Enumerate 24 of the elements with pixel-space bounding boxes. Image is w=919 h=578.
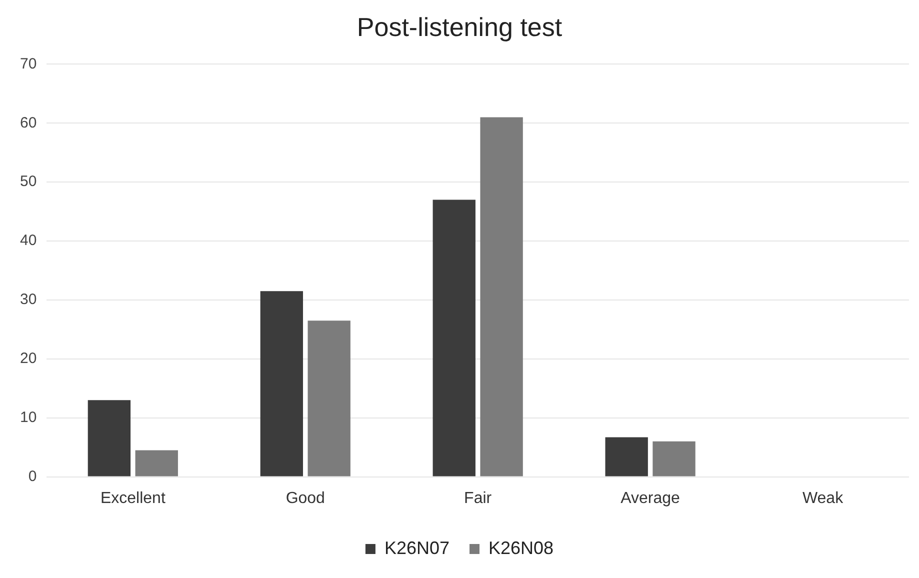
y-tick-label: 70 <box>20 55 37 72</box>
chart-title: Post-listening test <box>356 12 563 42</box>
x-tick-label: Weak <box>802 490 844 507</box>
bar <box>652 441 696 476</box>
y-tick-label: 0 <box>28 468 37 485</box>
y-tick-label: 40 <box>20 232 37 250</box>
bar <box>480 117 523 476</box>
y-tick-label: 50 <box>20 173 37 190</box>
y-tick-label: 10 <box>20 409 37 426</box>
bar <box>88 400 131 476</box>
y-tick-label: 20 <box>20 350 37 368</box>
y-tick-label: 30 <box>20 291 37 308</box>
bar <box>432 200 476 476</box>
x-tick-label: Good <box>286 490 325 507</box>
bar <box>308 320 350 476</box>
x-tick-label: Excellent <box>100 490 166 507</box>
legend-label: K26N08 <box>488 538 554 558</box>
bar <box>135 450 178 476</box>
bar <box>260 291 304 476</box>
y-tick-label: 60 <box>20 114 37 132</box>
legend-label: K26N07 <box>384 538 450 558</box>
bar <box>605 437 648 476</box>
x-tick-label: Fair <box>464 490 492 507</box>
x-tick-label: Average <box>620 490 680 507</box>
